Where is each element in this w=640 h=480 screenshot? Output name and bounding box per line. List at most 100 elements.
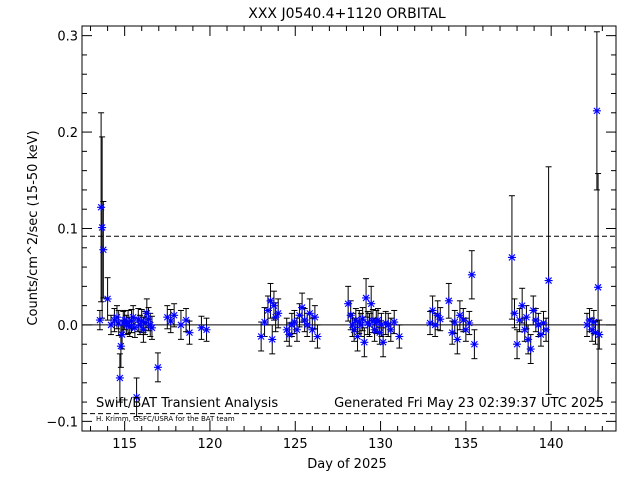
data-point — [313, 332, 322, 341]
data-point — [290, 318, 299, 327]
data-point — [300, 316, 309, 325]
data-point — [134, 316, 143, 325]
data-point — [295, 311, 304, 320]
data-point — [368, 317, 377, 326]
data-point — [344, 299, 353, 308]
x-axis-label: Day of 2025 — [307, 457, 387, 472]
data-point — [119, 319, 128, 327]
y-tick-label: −0.1 — [46, 415, 78, 430]
y-tick-label: 0.3 — [57, 30, 78, 45]
data-point — [305, 309, 314, 318]
x-axis: 115 120 125 130 135 140 — [90, 26, 603, 452]
data-point — [433, 311, 442, 320]
data-point — [346, 311, 355, 320]
data-point — [395, 332, 404, 341]
data-point — [356, 320, 365, 329]
data-points — [95, 106, 604, 402]
data-point — [529, 306, 538, 315]
x-tick-label: 135 — [453, 437, 478, 452]
data-point — [166, 317, 175, 326]
data-point — [448, 328, 457, 337]
data-point — [595, 330, 604, 339]
data-point — [95, 316, 104, 325]
x-tick-label: 130 — [368, 437, 393, 452]
data-point — [163, 313, 172, 322]
data-point — [591, 328, 600, 337]
data-point — [450, 318, 459, 327]
data-point — [103, 294, 112, 303]
data-point — [146, 320, 155, 329]
data-point — [426, 319, 435, 327]
x-tick-label: 115 — [112, 437, 137, 452]
data-point — [542, 325, 551, 334]
data-point — [367, 299, 376, 308]
data-point — [351, 316, 360, 325]
data-point — [98, 223, 107, 232]
data-point — [114, 319, 123, 327]
x-tick-label: 120 — [198, 437, 223, 452]
data-point — [170, 311, 179, 320]
data-point — [390, 318, 399, 327]
data-point — [436, 315, 445, 324]
data-point — [308, 325, 317, 334]
credit-text: H. Krimm, GSFC/USRA for the BAT team — [96, 415, 235, 423]
data-point — [118, 330, 127, 339]
data-point — [507, 253, 516, 262]
data-point — [271, 313, 280, 322]
data-point — [465, 319, 474, 327]
data-point — [269, 301, 278, 310]
data-point — [365, 320, 374, 329]
data-point — [285, 330, 294, 339]
data-point — [274, 309, 283, 318]
y-axis: −0.1 0.0 0.1 0.2 0.3 — [46, 30, 616, 430]
data-point — [202, 325, 211, 334]
data-point — [310, 313, 319, 322]
data-point — [531, 316, 540, 325]
data-point — [129, 313, 138, 322]
data-point — [536, 330, 545, 339]
data-point — [136, 320, 145, 329]
data-point — [524, 335, 533, 344]
data-point — [263, 306, 272, 315]
data-point — [355, 318, 364, 327]
data-point — [292, 325, 301, 334]
data-point — [115, 373, 124, 382]
data-point — [99, 245, 108, 254]
data-point — [431, 320, 440, 329]
data-point — [257, 332, 266, 341]
data-point — [125, 322, 134, 331]
data-point — [544, 276, 553, 285]
data-point — [526, 345, 535, 354]
data-point — [97, 203, 106, 212]
data-point — [428, 306, 437, 315]
data-point — [444, 296, 453, 305]
footer-left: Swift/BAT Transient Analysis — [96, 396, 278, 411]
data-point — [513, 340, 522, 349]
data-point — [260, 318, 269, 327]
data-point — [510, 309, 519, 318]
data-point — [582, 320, 591, 329]
data-point — [375, 328, 384, 337]
data-point — [116, 342, 125, 351]
chart-title: XXX J0540.4+1120 ORBITAL — [248, 6, 446, 22]
data-point — [534, 320, 543, 329]
y-tick-label: 0.2 — [57, 126, 78, 141]
data-point — [353, 332, 362, 341]
data-point — [358, 315, 367, 324]
data-point — [282, 325, 291, 334]
data-point — [374, 316, 383, 325]
y-tick-label: 0.0 — [57, 319, 78, 334]
data-point — [515, 316, 524, 325]
y-axis-label: Counts/cm^2/sec (15-50 keV) — [26, 130, 41, 325]
data-point — [107, 320, 116, 329]
data-point — [455, 311, 464, 320]
data-point — [592, 106, 601, 115]
data-point — [153, 363, 162, 372]
data-point — [470, 340, 479, 349]
data-point — [585, 316, 594, 325]
x-tick-label: 125 — [283, 437, 308, 452]
data-point — [384, 320, 393, 329]
data-point — [303, 320, 312, 329]
data-point — [520, 325, 529, 334]
